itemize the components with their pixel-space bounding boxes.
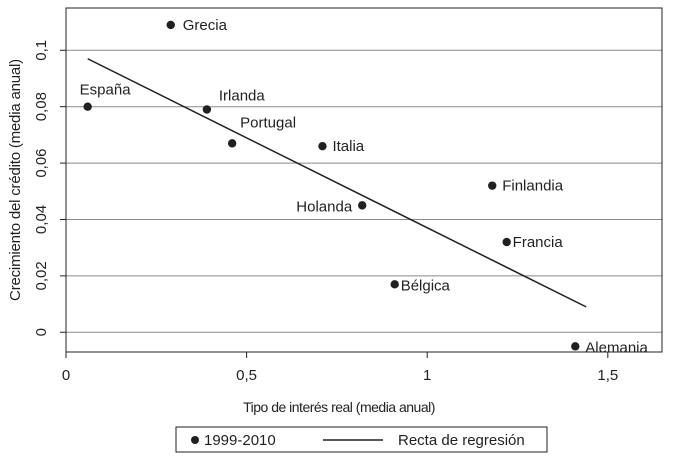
y-tick-label: 0,06 [33,148,50,177]
legend: 1999-2010 Recta de regresión [175,426,548,453]
x-tick-label: 0,5 [236,367,257,384]
point-label: Irlanda [219,88,266,105]
data-point [502,237,511,247]
data-point [390,280,399,289]
data-point [357,201,367,210]
point-label: Holanda [296,198,353,215]
point-label: Portugal [240,114,296,131]
x-axis-ticks: 0 0,5 1 1,5 [62,352,618,384]
x-tick-label: 1 [423,367,431,384]
y-tick-label: 0,08 [33,92,50,121]
x-axis-label: Tipo de interés real (media anual) [243,399,435,415]
data-points: Grecia España Irlanda Portugal Italia Finland… [80,17,649,356]
data-point [166,20,175,30]
point-label: Bélgica [401,277,451,294]
y-axis-ticks: 0 0,02 0,04 0,06 0,08 0,1 [33,40,66,336]
point-label: España [80,82,132,99]
point-label: Finlandia [502,178,564,195]
point-label: Grecia [183,17,228,34]
y-tick-label: 0,04 [33,205,50,234]
legend-box [175,426,548,453]
x-tick-label: 0 [62,367,70,384]
grid-lines [66,49,662,333]
legend-label-line: Recta de regresión [398,432,525,449]
point-label: Francia [513,234,564,251]
data-point [202,105,212,114]
point-label: Italia [332,138,364,155]
regression-line-group [87,58,587,308]
y-tick-label: 0,1 [33,40,50,61]
data-point [571,342,580,351]
data-point [488,181,497,190]
legend-label-points: 1999-2010 [204,432,276,449]
legend-dot-marker [191,436,199,444]
plot-frame [65,7,663,353]
y-tick-label: 0,02 [33,261,50,290]
data-point [318,141,327,151]
x-tick-label: 1,5 [597,367,618,384]
data-point [227,139,237,148]
y-axis-label: Crecimiento del crédito (media anual) [7,59,24,301]
point-label: Alemania [585,339,648,356]
y-tick-label: 0 [33,328,50,336]
data-point [83,102,92,111]
regression-line [87,58,587,308]
